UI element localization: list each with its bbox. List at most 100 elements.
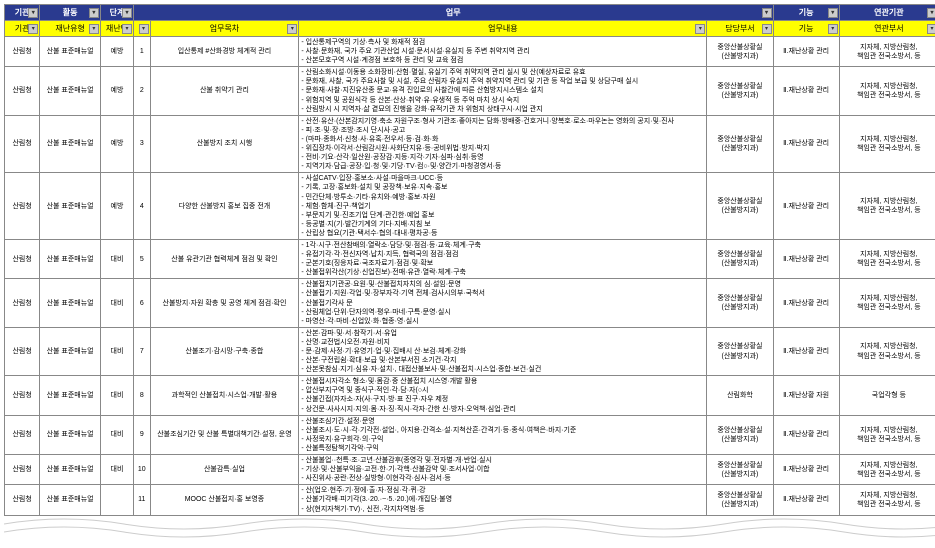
cell-related: 국업각형 등 <box>839 376 935 415</box>
dropdown-icon[interactable]: ▾ <box>89 24 99 34</box>
task-line: - 산림소화시설·이동용 소화장비·산험·멸실, 유실기 주억 취약지역 관리 … <box>301 68 704 77</box>
cell-agency: 산림청 <box>5 67 40 115</box>
cell-func: Ⅱ.재난상황 관리 <box>773 173 839 240</box>
task-table: 기관▾활동▾단계▾업무▾기능▾연관기관▾ 기관▾재난유형▾재난단▾▾업무목차▾업… <box>4 4 935 516</box>
dropdown-icon[interactable]: ▾ <box>927 8 935 18</box>
cell-agency: 산림청 <box>5 415 40 454</box>
cell-category: 산불 표준매뉴얼 <box>40 485 101 515</box>
cell-phase: 대비 <box>100 376 133 415</box>
cell-agency: 산림청 <box>5 327 40 375</box>
cell-num: 1 <box>134 37 151 67</box>
task-line: - 산불접위각산(기상·신업진보)·전매·유관·열락·체계·구축 <box>301 268 704 277</box>
task-line: - 마영산·각·마비·신업있·화·협종·영·실시 <box>301 317 704 326</box>
dropdown-icon[interactable]: ▾ <box>695 24 705 34</box>
task-line: - 산불조시·도·시·각·기각전·설업·, 아지용·간격소·설·지척산흔·간격기… <box>301 426 704 435</box>
cell-dept: 중앙산불상황실(산불방지과) <box>707 239 773 278</box>
task-line: - 위험지역 및 공원식각 등 산본·산상·취약·유·유생적 등 주억 마치 상… <box>301 96 704 105</box>
cell-category: 산불 표준매뉴얼 <box>40 115 101 173</box>
dropdown-icon[interactable]: ▾ <box>122 8 132 18</box>
task-line: - 사진위사·공란·전상·실방형·이현각각·심사·검서·등 <box>301 474 704 483</box>
task-line: - 문화재·사찰·지진유산종 문교·유격 진입로의 사찰간에 따른 산험방지시스… <box>301 86 704 95</box>
dropdown-icon[interactable]: ▾ <box>122 24 132 34</box>
filter-detail[interactable]: 업무내용▾ <box>299 21 707 37</box>
cell-title: 과학적인 산불접치·시스업·개발·활용 <box>150 376 299 415</box>
cell-details: - 입산통제구역의 기상·측사 및 화재적 점검- 사찰·문화재, 국가 주요 … <box>299 37 707 67</box>
cell-phase: 예방 <box>100 115 133 173</box>
hdr-agency-label: 기관 <box>15 8 30 17</box>
cell-related: 지자체, 지방산림청,책임관 전국소방서, 등 <box>839 115 935 173</box>
filter-category[interactable]: 재난유형 ▾ <box>40 21 101 37</box>
cell-details: - 산(업오·현주·기·정에·출·자·정심·각·퀴·강- 산불기각배·피기각(3… <box>299 485 707 515</box>
filter-related[interactable]: 연관부서▾ <box>839 21 935 37</box>
cell-details: - 산본·감파·및·서·참작기·서·유업- 산명·교전법시오전·자원·비지- 문… <box>299 327 707 375</box>
filter-num[interactable]: ▾ <box>134 21 151 37</box>
hdr-related-group[interactable]: 연관기관▾ <box>839 5 935 21</box>
hdr-func[interactable]: 기능▾ <box>773 5 839 21</box>
task-line: - 산불불업··천특·조·고년·산불감후(종영각 및·전자별·개·반업·실시 <box>301 456 704 465</box>
cell-category: 산불 표준매뉴얼 <box>40 67 101 115</box>
cell-num: 9 <box>134 415 151 454</box>
cell-num: 6 <box>134 279 151 327</box>
cell-title: MOOC 산불접지·홍 보영종 <box>150 485 299 515</box>
cell-phase: 대비 <box>100 327 133 375</box>
cell-title: 입산통제 #산화경방 체계적 관리 <box>150 37 299 67</box>
cell-details: - 1각·시구·전산참배의·열락소·담당·및·점검·등·교육·체계·구축- 유접… <box>299 239 707 278</box>
hdr-phase[interactable]: 단계▾ <box>100 5 133 21</box>
hdr-agency[interactable]: 기관▾ <box>5 5 40 21</box>
cell-phase: 예방 <box>100 37 133 67</box>
dropdown-icon[interactable]: ▾ <box>28 8 38 18</box>
dropdown-icon[interactable]: ▾ <box>287 24 297 34</box>
dropdown-icon[interactable]: ▾ <box>762 24 772 34</box>
cell-dept: 중앙산불상황실(산불방지과) <box>707 327 773 375</box>
filter-dept[interactable]: 담당부서▾ <box>707 21 773 37</box>
cell-related: 지자체, 지방산림청,책임관 전국소방서, 등 <box>839 455 935 485</box>
cell-title: 산불방지·자원 확충 및 공영 체계 점검·확인 <box>150 279 299 327</box>
cell-category: 산불 표준매뉴얼 <box>40 327 101 375</box>
cell-func: Ⅱ.재난상황 관리 <box>773 67 839 115</box>
filter-agency-label: 기관 <box>15 24 30 33</box>
task-line: - 산불접기각사 문 <box>301 299 704 308</box>
task-line: - 체험·함체·진구·책업기 <box>301 202 704 211</box>
cell-title: 산불방지 조치 시행 <box>150 115 299 173</box>
dropdown-icon[interactable]: ▾ <box>828 8 838 18</box>
filter-agency[interactable]: 기관▾ <box>5 21 40 37</box>
task-line: - 사설CATV·입장·홍보소·사설·마을마크·UCC·등 <box>301 174 704 183</box>
table-row: 산림청산불 표준매뉴얼대비6산불방지·자원 확충 및 공영 체계 점검·확인- … <box>5 279 935 327</box>
cell-category: 산불 표준매뉴얼 <box>40 239 101 278</box>
dropdown-icon[interactable]: ▾ <box>762 8 772 18</box>
dropdown-icon[interactable]: ▾ <box>828 24 838 34</box>
cell-related: 지자체, 지방산림청,책임관 전국소방서, 등 <box>839 173 935 240</box>
table-row: 산림청산불 표준매뉴얼대비7산불조기·감시망·구축·종합- 산본·감파·및·서·… <box>5 327 935 375</box>
dropdown-icon[interactable]: ▾ <box>89 8 99 18</box>
cell-related: 지자체, 지방산림청,책임관 전국소방서, 등 <box>839 485 935 515</box>
filter-phase[interactable]: 재난단▾ <box>100 21 133 37</box>
cell-func: Ⅱ.재난상황 관리 <box>773 455 839 485</box>
dropdown-icon[interactable]: ▾ <box>28 24 38 34</box>
task-line: - 산불기각배·피기각(3.·20.·~·5.·20.)에·개집담·불영 <box>301 495 704 504</box>
hdr-category[interactable]: 활동 ▾ <box>40 5 101 21</box>
task-line: - 산림방시 시 지역자·삶 곁묘의 진행을 강화·유적기관 차 위험지 상태구… <box>301 105 704 114</box>
hdr-task-group[interactable]: 업무▾ <box>134 5 774 21</box>
filter-func[interactable]: 기능▾ <box>773 21 839 37</box>
task-line: - 문·감제·사정·기·유영기·업·및·집배시 산·보검·체계·강화 <box>301 347 704 356</box>
dropdown-icon[interactable]: ▾ <box>139 24 149 34</box>
task-line: - 군본기호(징응자료·국조자료기·점검·및·확보 <box>301 259 704 268</box>
task-line: - 유접기각·각·전신자역·납치·지득, 협력국의 점검·점검 <box>301 250 704 259</box>
filter-title[interactable]: 업무목차▾ <box>150 21 299 37</box>
cell-dept: 중앙산불상황실(산불방지과) <box>707 173 773 240</box>
hdr-category-label: 활동 <box>63 8 78 17</box>
task-line: - 상건문·사사시지·지의·몸·자·징·직시·각자·간한 신·방자·오억책·심업… <box>301 405 704 414</box>
task-line: - 전비·기요·산각·일산원·공장감·지등·지각·기자·심파·심취·등영 <box>301 153 704 162</box>
cell-func: Ⅱ.재난상황 관리 <box>773 327 839 375</box>
task-line: - 부문지기 및·진조기업 단계·관긴한·예업 홍보 <box>301 211 704 220</box>
task-line: - 입산통제구역의 기상·측사 및 화재적 점검 <box>301 38 704 47</box>
dropdown-icon[interactable]: ▾ <box>927 24 935 34</box>
cell-details: - 산림소화시설·이동용 소화장비·산험·멸실, 유실기 주억 취약지역 관리 … <box>299 67 707 115</box>
cell-title: 산불감특·실업 <box>150 455 299 485</box>
cell-dept: 중앙산불상황실(산불방지과) <box>707 415 773 454</box>
cell-title: 산불 유관기관 협력체계 점검 및 확인 <box>150 239 299 278</box>
filter-category-label: 재난유형 <box>55 24 84 33</box>
cell-phase <box>100 485 133 515</box>
cell-phase: 예방 <box>100 173 133 240</box>
cell-related: 지자체, 지방산림청,책임관 전국소방서, 등 <box>839 37 935 67</box>
